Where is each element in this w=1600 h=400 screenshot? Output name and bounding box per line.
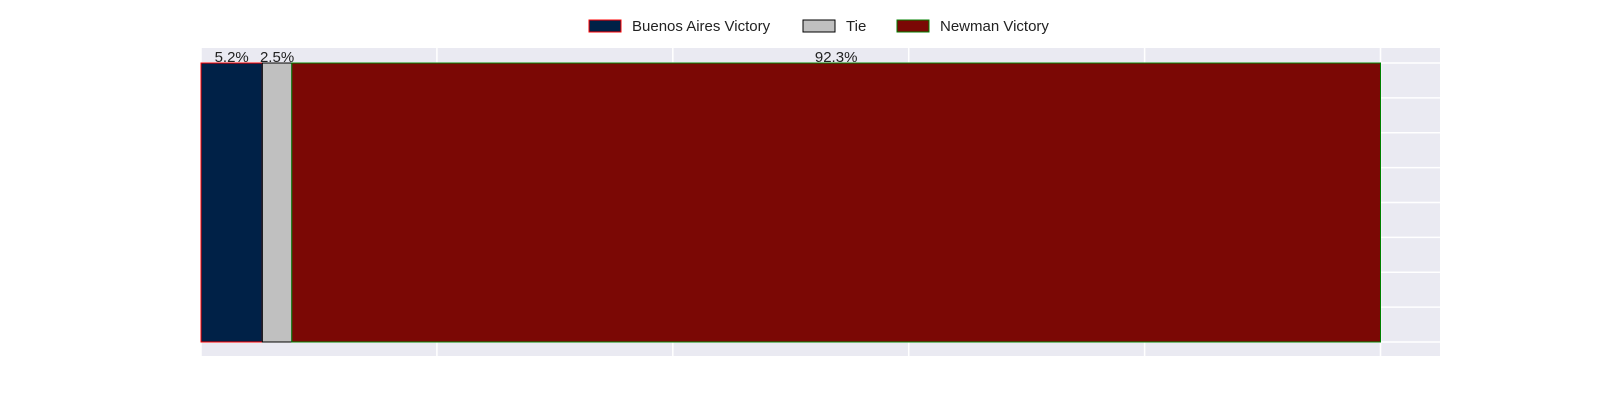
bar-newman-victory: [291, 62, 1381, 343]
data-label-group: 5.2% 2.5% 92.3%: [215, 49, 858, 66]
legend-label-buenos-aires-victory: Buenos Aires Victory: [632, 18, 771, 35]
bar-group: [200, 62, 1381, 343]
legend-swatch-newman-victory: [896, 19, 930, 33]
bar-tie: [261, 62, 293, 343]
data-label-tie: 2.5%: [260, 49, 294, 66]
legend-swatch-tie: [802, 19, 836, 33]
data-label-buenos-aires-victory: 5.2%: [215, 49, 249, 66]
legend-label-newman-victory: Newman Victory: [940, 18, 1049, 35]
legend-swatch-buenos-aires-victory: [588, 19, 622, 33]
data-label-newman-victory: 92.3%: [815, 49, 858, 66]
legend-label-tie: Tie: [846, 18, 866, 35]
legend: Buenos Aires Victory Tie Newman Victory: [588, 18, 1049, 35]
bar-buenos-aires-victory: [200, 62, 263, 343]
